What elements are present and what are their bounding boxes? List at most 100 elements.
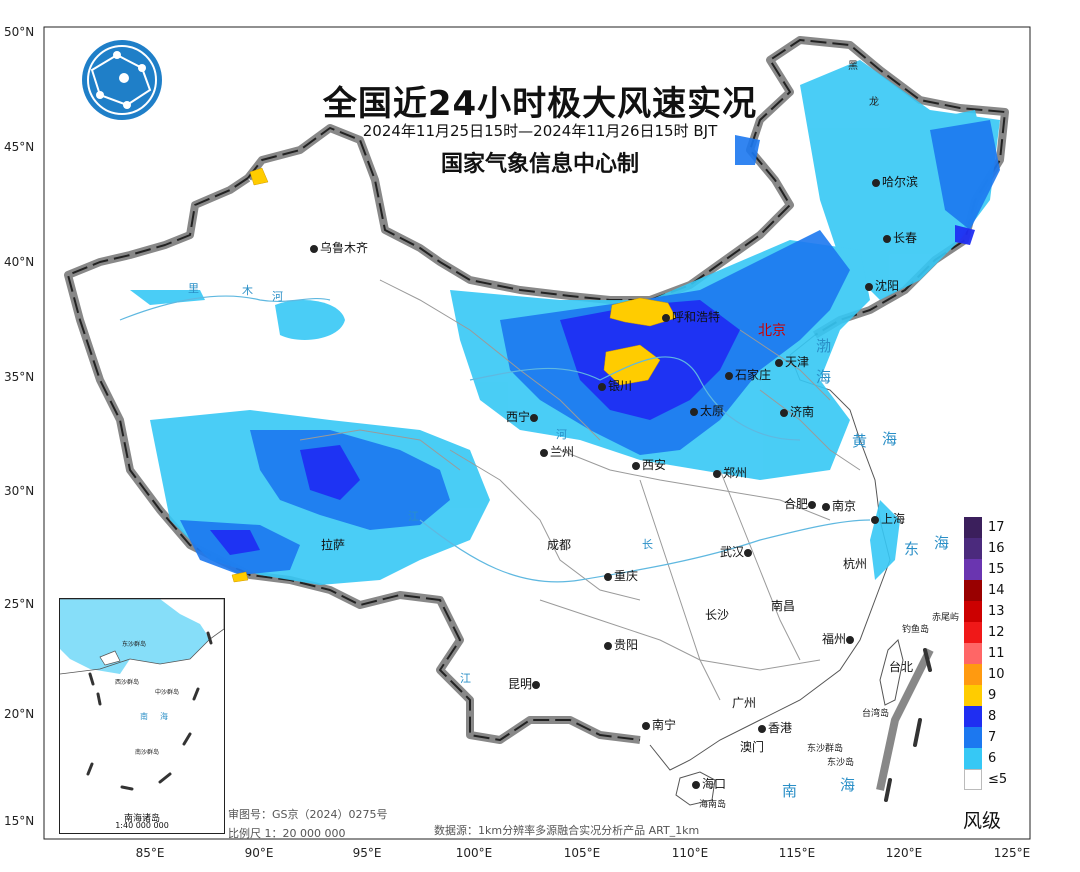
lon-label: 125°E xyxy=(993,846,1031,860)
city-shenyang: 沈阳 xyxy=(865,277,899,294)
legend-swatch xyxy=(964,643,982,664)
city-haikou: 海口 xyxy=(692,775,726,792)
legend-label: 8 xyxy=(988,709,997,724)
city-macau: 澳门 xyxy=(740,740,765,754)
legend-label: ≤5 xyxy=(988,772,1008,787)
legend-label: 10 xyxy=(988,667,1005,682)
inset-caption: 南海诸岛 xyxy=(123,814,160,824)
lat-label: 45°N xyxy=(4,140,35,154)
island-hainan: 海南岛 xyxy=(699,800,727,810)
lat-label: 35°N xyxy=(4,370,35,384)
city-tianjin: 天津 xyxy=(775,353,809,370)
province-mark: 黑 xyxy=(848,61,858,72)
legend-title: 风级 xyxy=(963,810,1002,832)
city-guiyang: 贵阳 xyxy=(604,636,638,653)
inset-label: 东沙群岛 xyxy=(122,641,147,648)
inset-label: 中沙群岛 xyxy=(155,689,180,696)
legend-label: 9 xyxy=(988,688,997,703)
city-nanning: 南宁 xyxy=(642,716,676,733)
lat-label: 25°N xyxy=(4,597,35,611)
city-taiyuan: 太原 xyxy=(690,402,724,419)
river-label: 河 xyxy=(272,290,283,303)
lon-label: 115°E xyxy=(778,846,816,860)
city-guangzhou: 广州 xyxy=(732,696,757,710)
legend-swatch xyxy=(964,727,982,748)
legend-swatch xyxy=(964,622,982,643)
lon-label: 90°E xyxy=(244,846,274,860)
legend-swatch xyxy=(964,538,982,559)
river-label: 江 xyxy=(460,672,471,685)
inset-label: 南沙群岛 xyxy=(135,749,160,756)
date-range: 2024年11月25日15时—2024年11月26日15时 BJT xyxy=(362,122,718,140)
legend-swatch xyxy=(964,769,982,790)
sea-bohai-2: 海 xyxy=(816,368,832,386)
legend-label: 16 xyxy=(988,541,1005,556)
globe-network-logo-icon xyxy=(82,40,162,120)
inset-label: 南 xyxy=(140,712,148,721)
city-lhasa: 拉萨 xyxy=(321,538,346,552)
legend-swatch xyxy=(964,748,982,769)
river-label: 木 xyxy=(242,284,253,297)
river-label: 河 xyxy=(556,428,567,441)
city-zhengzhou: 郑州 xyxy=(713,464,747,481)
city-hohhot: 呼和浩特 xyxy=(662,308,720,325)
lon-label: 120°E xyxy=(885,846,923,860)
organization: 国家气象信息中心制 xyxy=(440,152,639,177)
city-wuhan: 武汉 xyxy=(720,543,754,560)
legend-swatch xyxy=(964,685,982,706)
island-dongsha: 东沙岛 xyxy=(827,758,855,768)
data-source: 数据源：1km分辨率多源融合实况分析产品 ART_1km xyxy=(434,824,700,837)
city-jinan: 济南 xyxy=(780,403,814,420)
legend-swatch xyxy=(964,559,982,580)
nine-dash-line xyxy=(884,648,932,802)
sea-donghai-2: 海 xyxy=(934,534,950,552)
city-chongqing: 重庆 xyxy=(604,567,638,584)
city-nanchang: 南昌 xyxy=(771,599,796,613)
inset-map xyxy=(60,599,224,791)
island-chiweiyu: 赤尾屿 xyxy=(932,613,960,623)
lon-label: 85°E xyxy=(135,846,165,860)
legend-swatch xyxy=(964,706,982,727)
sea-donghai-1: 东 xyxy=(904,540,920,558)
city-nanjing: 南京 xyxy=(822,497,856,514)
map-scale: 比例尺 1：20 000 000 xyxy=(228,827,346,840)
south-china-sea-inset: 东沙群岛 西沙群岛 中沙群岛 南沙群岛 南 海 南海诸岛 1:40 000 00… xyxy=(59,598,225,834)
lat-label: 30°N xyxy=(4,484,35,498)
legend-label: 6 xyxy=(988,751,997,766)
legend-swatch xyxy=(964,517,982,538)
sea-bohai-1: 渤 xyxy=(816,337,832,355)
legend-swatch xyxy=(964,601,982,622)
city-hangzhou: 杭州 xyxy=(843,557,868,571)
river-label: 长 xyxy=(642,538,653,551)
city-urumqi: 乌鲁木齐 xyxy=(310,239,368,256)
map-frame xyxy=(43,26,1031,840)
city-fuzhou: 福州 xyxy=(822,630,856,647)
city-shanghai: 上海 xyxy=(871,510,905,527)
island-diaoyudao: 钓鱼岛 xyxy=(902,625,930,635)
sea-huanghai-2: 海 xyxy=(882,430,898,448)
province-boundaries xyxy=(299,279,861,701)
sea-nanhai-2: 海 xyxy=(840,776,856,794)
lon-label: 110°E xyxy=(671,846,709,860)
legend-label: 14 xyxy=(988,583,1005,598)
city-changsha: 长沙 xyxy=(705,608,730,622)
city-hefei: 合肥 xyxy=(784,495,818,512)
legend-label: 7 xyxy=(988,730,997,745)
lat-label: 50°N xyxy=(4,25,35,39)
city-hongkong: 香港 xyxy=(758,719,792,736)
city-changchun: 长春 xyxy=(883,229,917,246)
island-taiwan: 台湾岛 xyxy=(862,709,890,719)
river-label: 里 xyxy=(188,282,199,295)
city-taipei: 台北 xyxy=(889,660,914,674)
review-number: 审图号：GS京（2024）0275号 xyxy=(228,808,388,821)
legend-label: 17 xyxy=(988,520,1005,535)
river-label: 江 xyxy=(408,510,419,523)
city-xining: 西宁 xyxy=(506,408,540,425)
lon-label: 100°E xyxy=(455,846,493,860)
city-kunming: 昆明 xyxy=(508,675,542,692)
city-lanzhou: 兰州 xyxy=(540,443,574,460)
legend-swatch xyxy=(964,664,982,685)
taiwan-island xyxy=(879,639,904,706)
legend-label: 15 xyxy=(988,562,1005,577)
